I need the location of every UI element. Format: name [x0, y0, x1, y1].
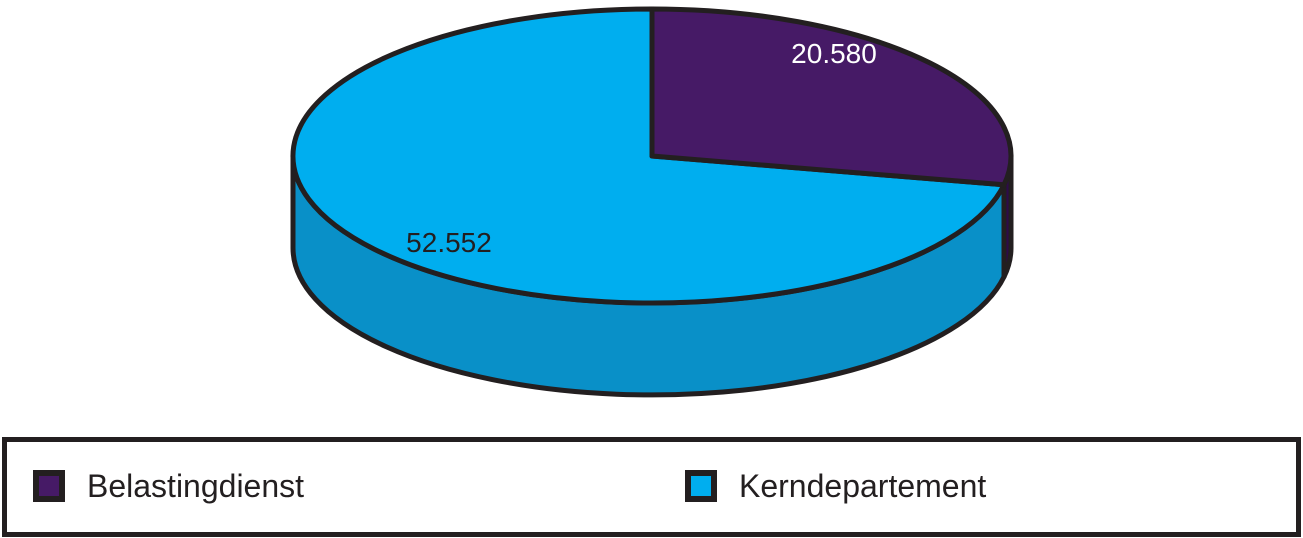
pie-slice-belastingdienst — [649, 6, 1014, 188]
legend-item-kerndepartement: Kerndepartement — [685, 470, 986, 502]
legend-label-kerndepartement: Kerndepartement — [739, 468, 987, 504]
legend-label-belastingdienst: Belastingdienst — [87, 468, 305, 504]
legend-swatch-belastingdienst — [33, 470, 65, 502]
value-label-kerndepartement: 52.552 — [406, 227, 492, 258]
pie-chart: 20.580 52.552 — [290, 6, 1014, 398]
value-label-belastingdienst: 20.580 — [791, 38, 877, 69]
pie-slice-kerndepartement — [290, 6, 1007, 306]
legend: Belastingdienst Kerndepartement — [2, 437, 1301, 537]
legend-swatch-kerndepartement — [685, 470, 717, 502]
legend-item-belastingdienst: Belastingdienst — [33, 470, 304, 502]
